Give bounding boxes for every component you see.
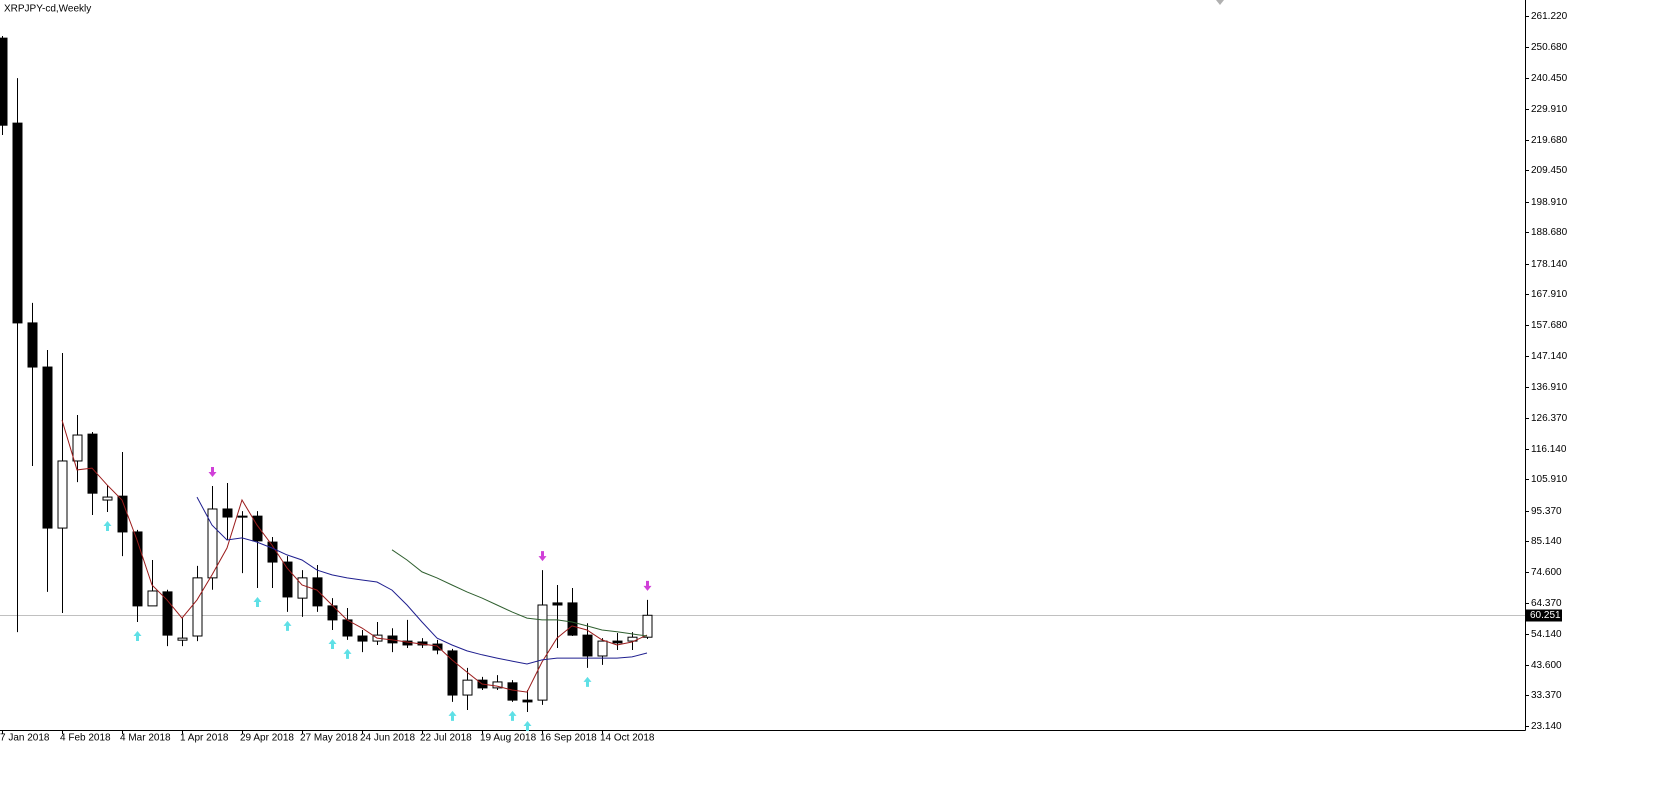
y-tick-label: 74.600 [1531,567,1562,578]
x-tick-label: 29 Apr 2018 [240,733,294,744]
down-arrow [208,467,217,478]
candle-body [87,433,98,494]
candle-body [522,699,533,703]
candle-body [222,508,233,518]
moving-average [196,496,648,665]
candle-body [237,515,248,518]
candle-body [192,577,203,637]
x-tick-label: 19 Aug 2018 [480,733,537,744]
up-arrow [343,648,352,659]
candle-body [582,634,593,657]
y-tick-label: 261.220 [1531,11,1568,22]
down-arrow [538,551,547,562]
y-tick-label: 167.910 [1531,289,1568,300]
candle-body [42,366,53,529]
up-arrow [103,520,112,531]
x-tick-label: 27 May 2018 [300,733,358,744]
x-tick-label: 22 Jul 2018 [420,733,472,744]
moving-average [61,419,648,693]
up-arrow [583,676,592,687]
y-tick-label: 209.450 [1531,165,1568,176]
up-arrow [508,710,517,721]
candle-body [612,640,623,644]
y-tick-label: 126.370 [1531,413,1568,424]
candle-body [357,635,368,642]
shift-marker [1216,0,1224,5]
candle-body [312,577,323,607]
candle-body [642,614,653,638]
candle-body [12,122,23,324]
candle-body [147,590,158,607]
x-tick-label: 14 Oct 2018 [600,733,655,744]
down-arrow [643,580,652,591]
candle-body [162,591,173,636]
y-tick-label: 188.680 [1531,227,1568,238]
y-tick-label: 23.140 [1531,721,1562,732]
up-arrow [283,620,292,631]
candle-body [627,636,638,642]
candle-body [492,681,503,689]
x-tick-label: 7 Jan 2018 [0,733,50,744]
up-arrow [253,597,262,608]
candle-body [507,682,518,701]
y-tick-label: 178.140 [1531,259,1568,270]
candle-body [297,577,308,599]
candle-body [0,37,8,126]
x-tick-label: 16 Sep 2018 [540,733,597,744]
candle-body [102,496,113,501]
y-tick-label: 147.140 [1531,351,1568,362]
y-tick-label: 105.910 [1531,474,1568,485]
candle-body [72,434,83,462]
y-tick-label: 136.910 [1531,382,1568,393]
candle-body [252,515,263,542]
candle-body [447,650,458,696]
y-tick-label: 240.450 [1531,73,1568,84]
up-arrow [133,630,142,641]
moving-average [391,549,648,637]
candle-body [132,531,143,607]
y-tick-label: 33.370 [1531,690,1562,701]
y-tick-label: 85.140 [1531,536,1562,547]
candle-body [537,604,548,701]
up-arrow [523,721,532,732]
x-tick-label: 24 Jun 2018 [360,733,415,744]
candle-body [207,508,218,579]
y-tick-label: 64.370 [1531,598,1562,609]
x-tick-label: 4 Feb 2018 [60,733,111,744]
y-tick-label: 250.680 [1531,42,1568,53]
candle-body [57,460,68,529]
candle-body [462,679,473,696]
last-price-label: 60.251 [1530,610,1561,621]
y-tick-label: 198.910 [1531,197,1568,208]
candle-body [177,637,188,641]
y-tick-label: 157.680 [1531,320,1568,331]
up-arrow [328,639,337,650]
candle-body [552,602,563,606]
y-tick-label: 95.370 [1531,506,1562,517]
y-tick-label: 43.600 [1531,660,1562,671]
y-tick-label: 116.140 [1531,444,1567,455]
last-price-box [1526,609,1562,622]
candle-body [282,561,293,598]
x-tick-label: 4 Mar 2018 [120,733,171,744]
x-tick-label: 1 Apr 2018 [180,733,229,744]
y-tick-label: 229.910 [1531,104,1568,115]
y-tick-label: 54.140 [1531,629,1562,640]
chart-title: XRPJPY-cd,Weekly [4,4,91,15]
candle-body [567,602,578,636]
candle-body [27,322,38,368]
candle-body [597,640,608,657]
up-arrow [448,710,457,721]
y-tick-label: 219.680 [1531,135,1568,146]
